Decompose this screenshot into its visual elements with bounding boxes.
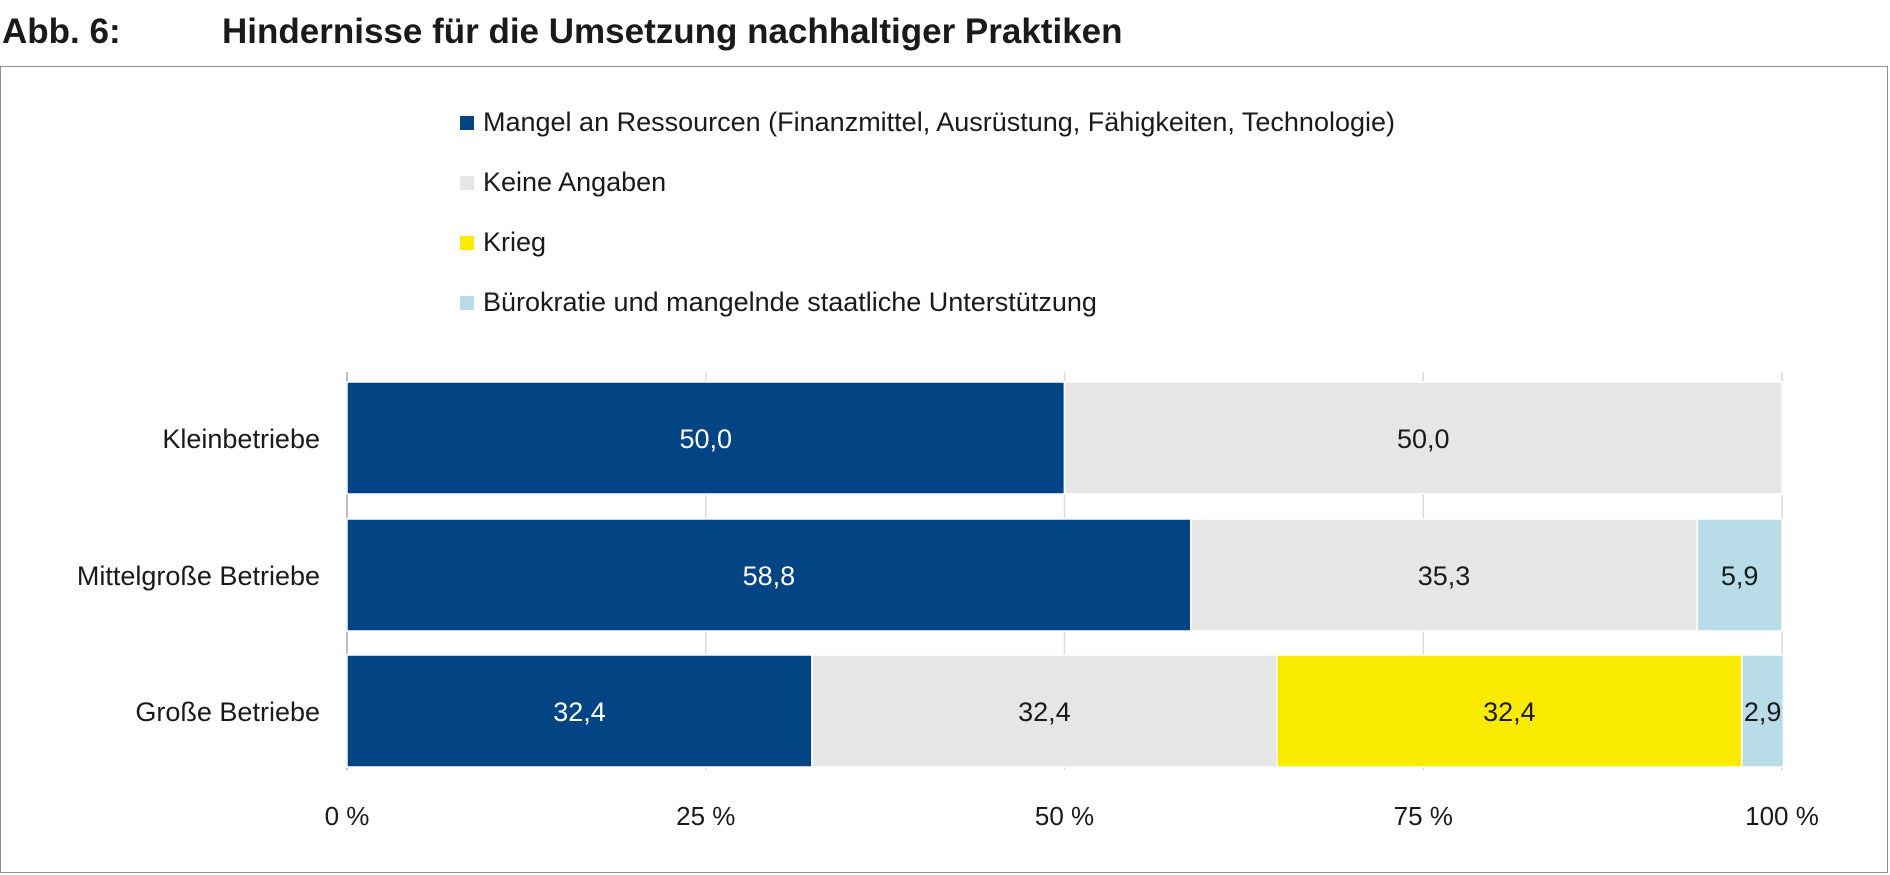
data-label-2-0: 32,4: [553, 697, 606, 727]
data-label-2-3: 2,9: [1744, 697, 1782, 727]
legend-swatch-bureaucracy: [460, 296, 474, 310]
x-tick-label-50: 50 %: [1035, 801, 1094, 831]
data-label-0-1: 50,0: [1397, 424, 1450, 454]
bar-segment-0-1: [1063, 381, 1783, 495]
legend-swatch-no-answer: [460, 176, 474, 190]
legend-label-bureaucracy: Bürokratie und mangelnde staatliche Unte…: [483, 287, 1097, 317]
data-label-0-0: 50,0: [679, 424, 732, 454]
bar-segment-1-1: [1190, 518, 1699, 632]
data-label-2-1: 32,4: [1018, 697, 1071, 727]
bar-segment-2-3: [1741, 654, 1785, 768]
bar-segment-1-0: [346, 518, 1192, 632]
figure-title: Hindernisse für die Umsetzung nachhaltig…: [222, 12, 1123, 51]
legend-swatch-war: [460, 236, 474, 250]
legend-label-no-answer: Keine Angaben: [483, 167, 667, 197]
bar-segment-2-2: [1276, 654, 1743, 768]
bar-segment-2-1: [811, 654, 1278, 768]
legend-swatch-resources: [460, 116, 474, 130]
bar-segment-1-3: [1696, 518, 1783, 632]
category-label-2: Große Betriebe: [135, 697, 320, 727]
chart-frame: [0, 66, 1888, 873]
data-label-2-2: 32,4: [1483, 697, 1536, 727]
figure-header: Abb. 6: Hindernisse für die Umsetzung na…: [0, 8, 1890, 56]
figure-number: Abb. 6:: [2, 12, 121, 51]
data-label-1-1: 35,3: [1418, 561, 1471, 591]
legend-label-war: Krieg: [483, 227, 547, 257]
x-tick-label-0: 0 %: [325, 801, 370, 831]
category-label-1: Mittelgroße Betriebe: [77, 561, 320, 591]
x-tick-label-25: 25 %: [676, 801, 735, 831]
legend-label-resources: Mangel an Ressourcen (Finanzmittel, Ausr…: [483, 107, 1396, 137]
x-tick-label-100: 100 %: [1745, 801, 1819, 831]
bar-segment-0-0: [346, 381, 1066, 495]
data-label-1-0: 58,8: [743, 561, 796, 591]
category-label-0: Kleinbetriebe: [162, 424, 320, 454]
data-label-1-3: 5,9: [1721, 561, 1759, 591]
x-tick-label-75: 75 %: [1394, 801, 1453, 831]
